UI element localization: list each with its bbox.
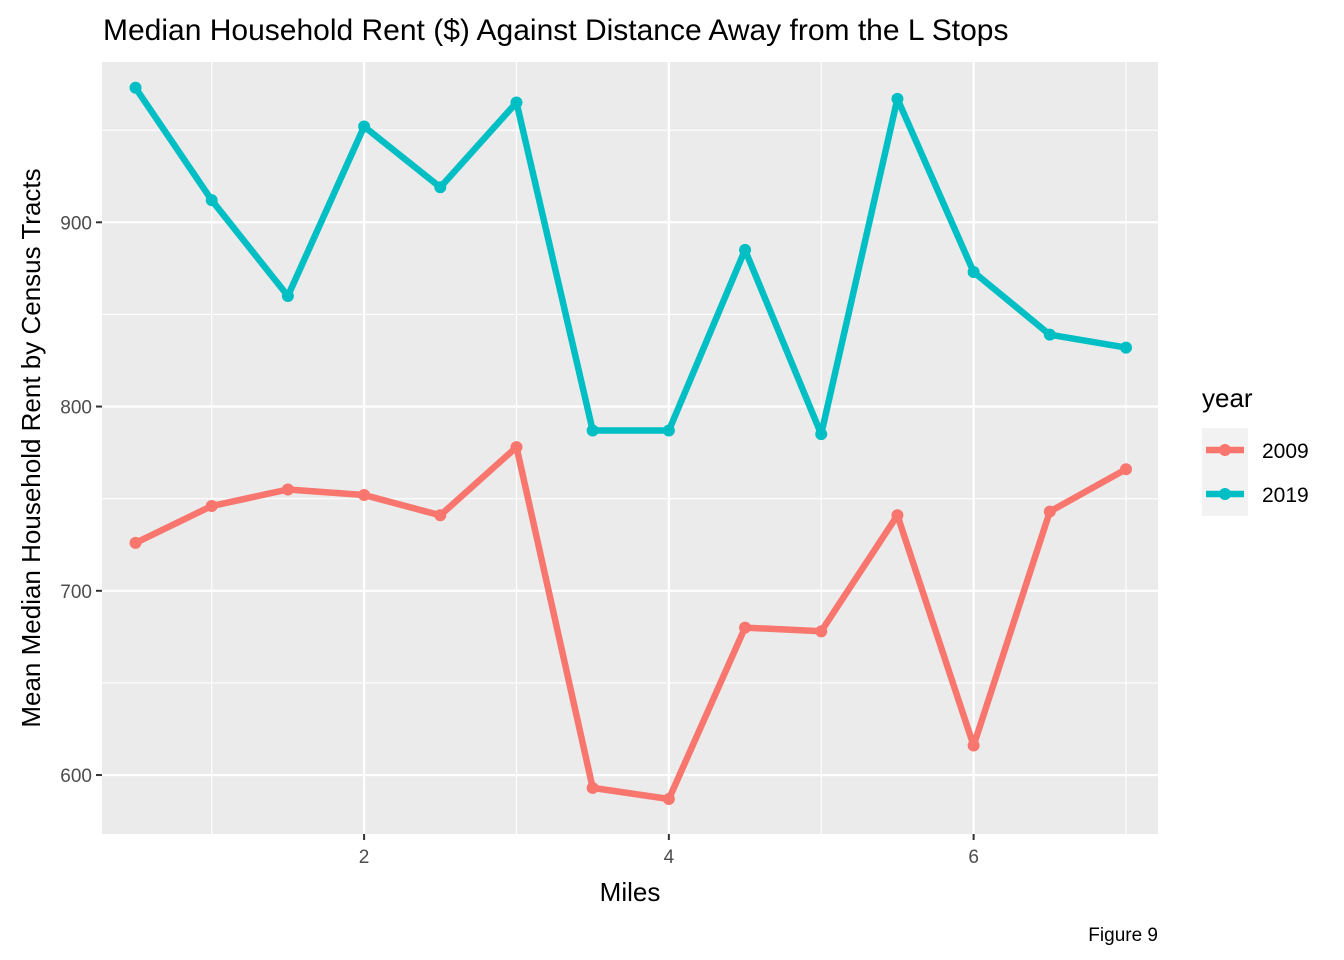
- data-point-2019: [967, 266, 980, 279]
- legend: year 2009 2019: [1202, 383, 1309, 516]
- y-axis-title: Mean Median Household Rent by Census Tra…: [16, 168, 46, 727]
- y-tick-label: 600: [60, 766, 92, 787]
- y-tick-label: 700: [60, 582, 92, 603]
- ticks-layer: 2 4 6 600 700 800 900: [60, 213, 979, 868]
- chart-title: Median Household Rent ($) Against Distan…: [103, 14, 1009, 47]
- data-point-2009: [281, 483, 294, 496]
- data-point-2009: [510, 441, 523, 454]
- data-point-2019: [281, 289, 294, 302]
- y-tick-label: 900: [60, 213, 92, 234]
- data-point-2019: [662, 424, 675, 437]
- data-point-2009: [358, 488, 371, 501]
- data-point-2009: [662, 792, 675, 805]
- legend-items: 2009 2019: [1206, 440, 1309, 507]
- data-point-2009: [891, 509, 904, 522]
- legend-title: year: [1202, 383, 1253, 413]
- data-point-2009: [586, 781, 599, 794]
- data-point-2019: [586, 424, 599, 437]
- data-point-2019: [358, 120, 371, 133]
- plot-panel: [102, 62, 1158, 834]
- data-point-2009: [967, 739, 980, 752]
- grid-minor: [102, 62, 1158, 834]
- x-tick-label: 2: [359, 847, 370, 868]
- legend-key-background: [1202, 428, 1248, 516]
- legend-label-2019: 2019: [1262, 484, 1309, 507]
- series-layer: [129, 81, 1132, 805]
- y-tick-label: 800: [60, 398, 92, 419]
- series-line-2019: [132, 85, 1127, 438]
- data-point-2019: [129, 81, 142, 94]
- figure-caption: Figure 9: [1088, 925, 1158, 946]
- data-point-2009: [205, 500, 218, 513]
- legend-key-point-2019: [1219, 488, 1231, 500]
- data-point-2019: [1120, 341, 1132, 354]
- data-point-2019: [205, 194, 218, 207]
- x-axis-title: Miles: [600, 877, 661, 907]
- data-point-2009: [1043, 505, 1056, 518]
- data-point-2009: [739, 621, 752, 634]
- data-point-2019: [815, 428, 828, 441]
- data-point-2019: [891, 92, 904, 105]
- data-point-2009: [129, 536, 142, 549]
- data-point-2009: [815, 625, 828, 638]
- data-point-2009: [1120, 463, 1132, 476]
- x-tick-label: 6: [968, 847, 979, 868]
- data-point-2019: [510, 96, 523, 109]
- legend-key-point-2009: [1219, 444, 1231, 456]
- series-line-2009: [134, 443, 1128, 803]
- data-point-2019: [1043, 328, 1056, 341]
- legend-label-2009: 2009: [1262, 440, 1309, 463]
- grid-major: [102, 62, 1158, 834]
- data-point-2019: [739, 243, 752, 256]
- x-tick-label: 4: [664, 847, 675, 868]
- data-point-2009: [434, 509, 447, 522]
- data-point-2019: [434, 181, 447, 194]
